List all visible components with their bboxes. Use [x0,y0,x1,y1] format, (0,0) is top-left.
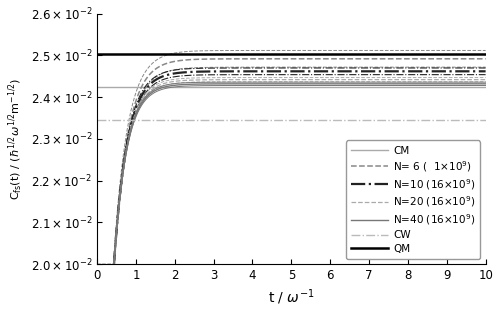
N= 6 (  1×10$^{9}$) [251,57,257,61]
QM [265,52,271,56]
N=20 (16×10$^{9}$) [265,78,271,82]
N=40 (16×10$^{9}$) [404,82,410,86]
N= 6 (  1×10$^{9}$) [94,270,100,274]
N=40 (16×10$^{9}$) [361,82,367,86]
CM [361,85,367,89]
Legend: CM, N= 6 (  1×10$^{9}$), N=10 (16×10$^{9}$), N=20 (16×10$^{9}$), N=40 (16×10$^{9: CM, N= 6 ( 1×10$^{9}$), N=10 (16×10$^{9}… [346,140,480,259]
CM [265,85,271,89]
QM [482,52,488,56]
CW [361,118,367,122]
N=10 (16×10$^{9}$) [397,69,403,73]
N=10 (16×10$^{9}$) [404,69,410,73]
CM [134,85,140,89]
N=10 (16×10$^{9}$) [265,69,271,73]
N=20 (16×10$^{9}$) [361,78,367,82]
QM [94,52,100,56]
CW [94,118,100,122]
CM [397,85,403,89]
N= 6 (  1×10$^{9}$) [361,57,367,61]
Line: N=40 (16×10$^{9}$): N=40 (16×10$^{9}$) [97,84,485,272]
CW [404,118,410,122]
QM [251,52,257,56]
CM [404,85,410,89]
CW [482,118,488,122]
N=10 (16×10$^{9}$) [94,270,100,274]
N= 6 (  1×10$^{9}$) [404,57,410,61]
Y-axis label: C$_{\mathregular{fs}}$(t) / ($\hbar^{1/2}\omega^{1/2}$m$^{-1/2}$): C$_{\mathregular{fs}}$(t) / ($\hbar^{1/2… [7,78,25,200]
N=40 (16×10$^{9}$) [94,270,100,274]
X-axis label: t / $\omega^{-1}$: t / $\omega^{-1}$ [268,287,314,307]
CM [94,85,100,89]
N=40 (16×10$^{9}$) [134,111,140,115]
N= 6 (  1×10$^{9}$) [397,57,403,61]
N=20 (16×10$^{9}$) [397,78,403,82]
Line: N=10 (16×10$^{9}$): N=10 (16×10$^{9}$) [97,71,485,272]
N=10 (16×10$^{9}$) [134,105,140,108]
N=20 (16×10$^{9}$) [482,78,488,82]
CW [397,118,403,122]
N=40 (16×10$^{9}$) [397,82,403,86]
N=20 (16×10$^{9}$) [251,78,257,82]
QM [361,52,367,56]
N=10 (16×10$^{9}$) [482,69,488,73]
CW [251,118,257,122]
N= 6 (  1×10$^{9}$) [265,57,271,61]
N=40 (16×10$^{9}$) [482,82,488,86]
QM [134,52,140,56]
N=40 (16×10$^{9}$) [251,82,257,86]
N=20 (16×10$^{9}$) [94,270,100,274]
N=20 (16×10$^{9}$) [134,110,140,113]
N=40 (16×10$^{9}$) [265,82,271,86]
N=20 (16×10$^{9}$) [404,78,410,82]
CM [251,85,257,89]
CW [265,118,271,122]
N=10 (16×10$^{9}$) [251,69,257,73]
N= 6 (  1×10$^{9}$) [482,57,488,61]
N=10 (16×10$^{9}$) [361,69,367,73]
Line: N= 6 (  1×10$^{9}$): N= 6 ( 1×10$^{9}$) [97,59,485,272]
CM [482,85,488,89]
QM [404,52,410,56]
QM [397,52,403,56]
Line: N=20 (16×10$^{9}$): N=20 (16×10$^{9}$) [97,80,485,272]
N= 6 (  1×10$^{9}$) [134,97,140,100]
CW [134,118,140,122]
